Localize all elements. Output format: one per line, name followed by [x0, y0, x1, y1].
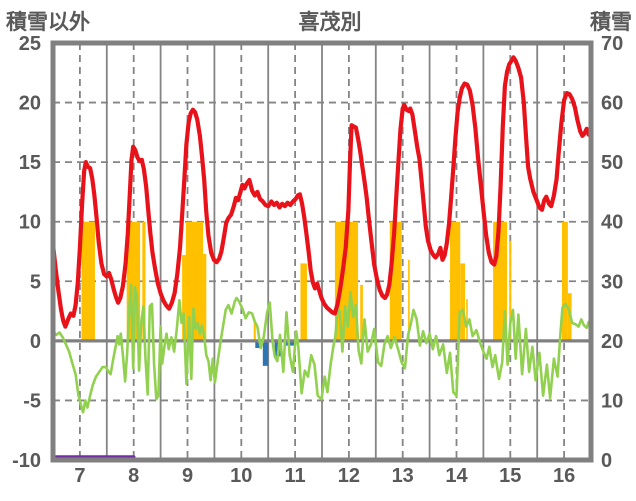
right-axis-tick-label: 70 — [601, 33, 623, 55]
x-axis-tick-label: 14 — [445, 465, 468, 487]
x-axis-tick-label: 10 — [230, 465, 252, 487]
blue-bar — [255, 340, 262, 349]
left-axis-title: 積雪以外 — [6, 11, 90, 34]
orange-bar — [561, 221, 568, 341]
left-axis-tick-label: 20 — [19, 93, 41, 115]
orange-bar — [509, 240, 512, 341]
x-axis-tick-label: 9 — [182, 465, 193, 487]
right-axis-tick-label: 30 — [601, 271, 623, 293]
left-axis-tick-label: -5 — [23, 390, 41, 412]
orange-bar — [142, 221, 146, 341]
orange-bar — [408, 259, 410, 341]
orange-bar — [253, 322, 256, 341]
x-axis-tick-label: 16 — [553, 465, 575, 487]
right-axis-tick-label: 0 — [601, 450, 612, 472]
right-axis-tick-label: 40 — [601, 212, 623, 234]
orange-bar — [450, 221, 461, 341]
left-axis-tick-label: 0 — [30, 331, 41, 353]
right-axis-tick-label: 20 — [601, 331, 623, 353]
x-axis-tick-label: 12 — [338, 465, 360, 487]
red-line — [50, 55, 594, 329]
right-axis-tick-label: 10 — [601, 390, 623, 412]
right-axis-tick-label: 50 — [601, 152, 623, 174]
x-axis-tick-label: 15 — [499, 465, 521, 487]
blue-bar — [285, 340, 296, 346]
left-axis-tick-label: 15 — [19, 152, 41, 174]
green-line — [51, 283, 593, 414]
left-axis-tick-label: -10 — [12, 450, 41, 472]
blue-bar — [262, 340, 269, 366]
left-axis-tick-label: 5 — [30, 271, 41, 293]
orange-bar — [460, 263, 466, 341]
right-axis-title: 積雪 — [590, 11, 632, 34]
right-axis-tick-label: 60 — [601, 93, 623, 115]
orange-bar — [182, 255, 186, 341]
left-axis-tick-label: 25 — [19, 33, 41, 55]
orange-bar — [300, 263, 307, 341]
orange-bar — [185, 221, 204, 341]
plot-border — [50, 40, 594, 463]
chart-title: 喜茂別 — [298, 11, 362, 34]
orange-bar — [360, 284, 363, 341]
orange-bar — [466, 299, 468, 341]
orange-bar — [81, 221, 95, 341]
x-axis-tick-label: 11 — [285, 465, 306, 487]
x-axis-tick-label: 8 — [128, 465, 139, 487]
orange-bar — [203, 253, 207, 341]
x-axis-tick-label: 7 — [74, 465, 85, 487]
x-axis-tick-label: 13 — [392, 465, 414, 487]
left-axis-tick-label: 10 — [19, 212, 41, 234]
orange-bar — [389, 221, 402, 341]
